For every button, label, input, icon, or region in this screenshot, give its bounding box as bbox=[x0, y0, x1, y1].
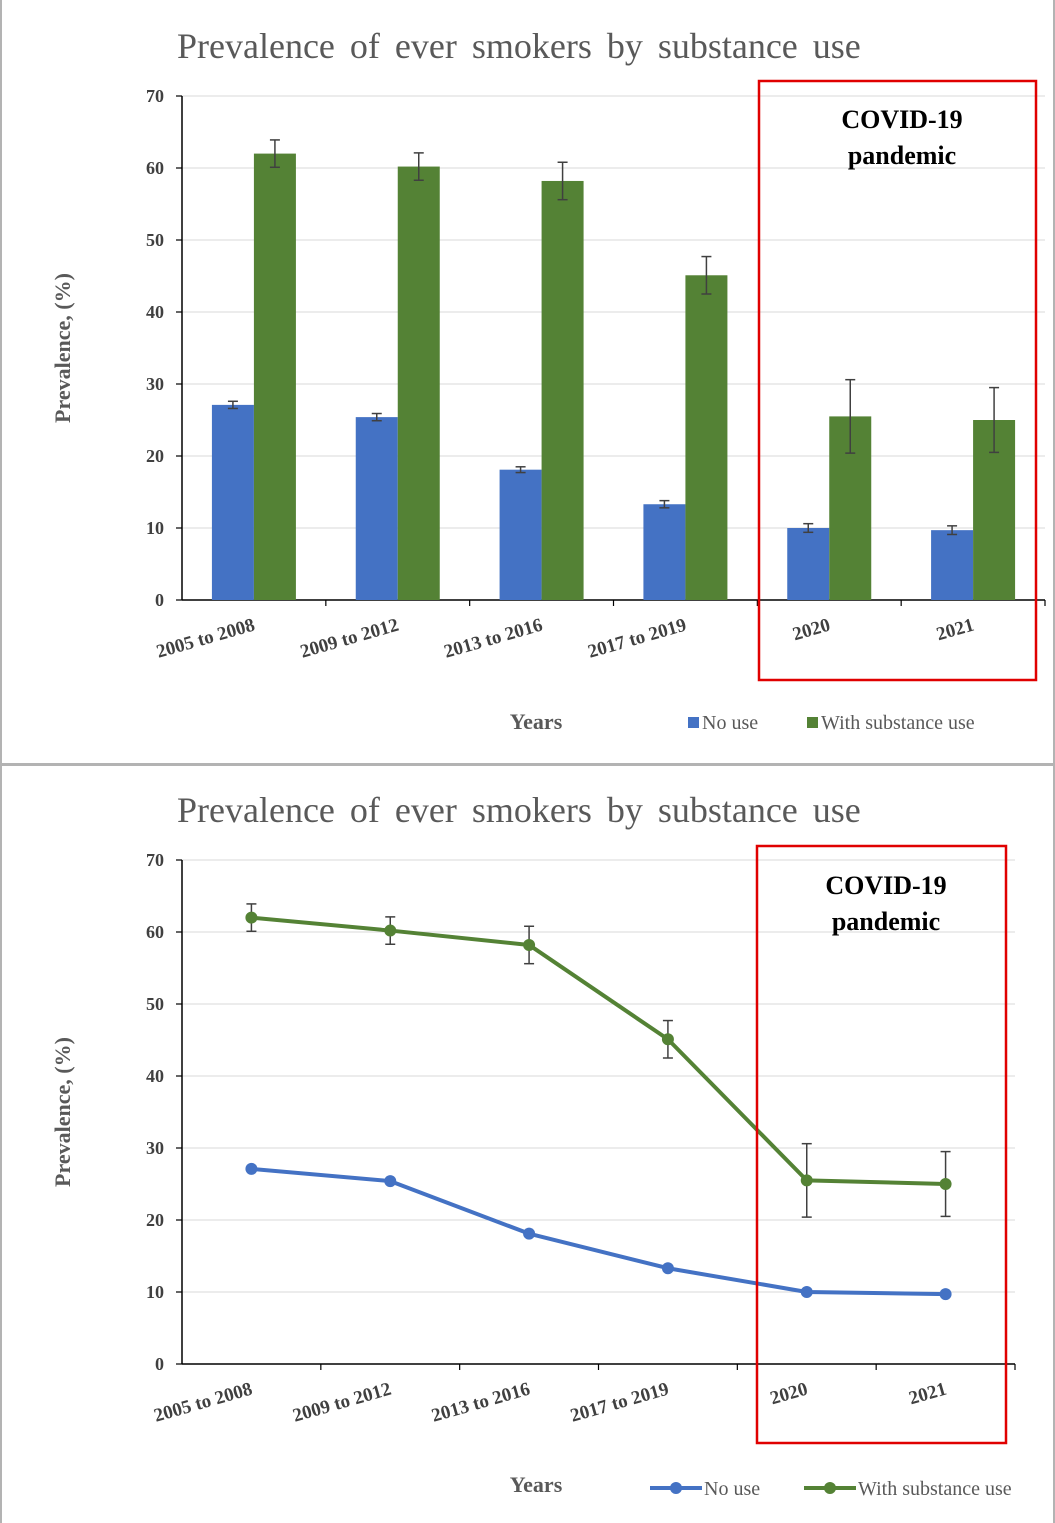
bar-no-use bbox=[643, 504, 686, 600]
y-tick-label: 40 bbox=[146, 1066, 164, 1086]
error-bar bbox=[515, 466, 526, 474]
x-tick-label: 2020 bbox=[768, 1379, 810, 1410]
legend-marker bbox=[824, 1482, 836, 1494]
covid-label-line1: COVID-19 bbox=[825, 871, 946, 900]
error-bar bbox=[845, 378, 856, 454]
legend-label: No use bbox=[702, 712, 758, 734]
y-tick-label: 50 bbox=[146, 994, 164, 1014]
y-tick-label: 0 bbox=[155, 590, 164, 610]
x-tick-label: 2017 to 2019 bbox=[586, 615, 689, 663]
bar-chart-svg: Prevalence of ever smokers by substance … bbox=[50, 26, 1046, 734]
y-tick-label: 30 bbox=[146, 1138, 164, 1158]
y-axis-title: Prevalence, (%) bbox=[50, 273, 75, 423]
y-tick-label: 20 bbox=[146, 446, 164, 466]
chart-title: Prevalence of ever smokers by substance … bbox=[177, 790, 861, 830]
covid-label-line2: pandemic bbox=[848, 141, 956, 170]
error-bar bbox=[227, 400, 238, 410]
data-point-no-use bbox=[245, 1162, 258, 1175]
y-tick-label: 40 bbox=[146, 302, 164, 322]
bar-substance-use bbox=[253, 153, 296, 600]
y-axis-title: Prevalence, (%) bbox=[50, 1037, 75, 1187]
data-point-no-use bbox=[800, 1286, 813, 1298]
covid-highlight-box bbox=[757, 79, 1038, 682]
data-point-substance-use bbox=[523, 938, 536, 951]
bar-no-use bbox=[355, 417, 398, 600]
x-tick-label: 2013 to 2016 bbox=[429, 1379, 532, 1427]
series-line-no-use bbox=[251, 1166, 946, 1297]
data-point-substance-use bbox=[939, 1178, 952, 1190]
legend-label: No use bbox=[704, 1478, 760, 1500]
covid-highlight-box bbox=[755, 844, 1008, 1445]
y-tick-label: 0 bbox=[155, 1354, 164, 1374]
x-tick-label: 2005 to 2008 bbox=[154, 615, 257, 663]
error-bar bbox=[989, 386, 1000, 454]
error-bar bbox=[659, 499, 670, 509]
y-tick-label: 70 bbox=[146, 850, 164, 870]
legend-marker bbox=[670, 1482, 682, 1494]
bar-substance-use bbox=[397, 166, 440, 600]
data-point-substance-use bbox=[384, 924, 397, 937]
line-chart-svg: Prevalence of ever smokers by substance … bbox=[50, 790, 1016, 1500]
data-point-no-use bbox=[384, 1175, 397, 1188]
y-tick-label: 70 bbox=[146, 86, 164, 106]
legend-label: With substance use bbox=[858, 1478, 1012, 1500]
legend-swatch bbox=[807, 717, 818, 728]
x-tick-label: 2009 to 2012 bbox=[290, 1379, 393, 1427]
covid-label-line2: pandemic bbox=[832, 907, 940, 936]
x-tick-label: 2013 to 2016 bbox=[442, 615, 545, 663]
bar-substance-use bbox=[541, 180, 584, 600]
x-tick-label: 2021 bbox=[934, 615, 976, 646]
y-tick-label: 60 bbox=[146, 922, 164, 942]
data-point-substance-use bbox=[800, 1174, 813, 1187]
error-bar bbox=[701, 255, 712, 295]
y-tick-label: 60 bbox=[146, 158, 164, 178]
line-chart-panel: Prevalence of ever smokers by substance … bbox=[0, 766, 1055, 1523]
error-bar bbox=[413, 152, 424, 181]
x-tick-label: 2009 to 2012 bbox=[298, 615, 401, 663]
x-tick-label: 2020 bbox=[790, 615, 832, 646]
y-tick-label: 50 bbox=[146, 230, 164, 250]
y-tick-label: 20 bbox=[146, 1210, 164, 1230]
bar-no-use bbox=[499, 469, 542, 600]
data-point-no-use bbox=[661, 1262, 674, 1275]
bar-substance-use bbox=[685, 275, 728, 600]
x-tick-label: 2021 bbox=[907, 1379, 949, 1410]
error-bar bbox=[557, 161, 568, 201]
bar-no-use bbox=[931, 530, 974, 600]
error-bar bbox=[803, 522, 814, 534]
legend-swatch bbox=[688, 717, 699, 728]
error-bar bbox=[269, 139, 280, 169]
y-tick-label: 10 bbox=[146, 1282, 164, 1302]
legend-label: With substance use bbox=[821, 712, 975, 734]
x-tick-label: 2005 to 2008 bbox=[152, 1379, 255, 1427]
x-tick-label: 2017 to 2019 bbox=[568, 1379, 671, 1427]
x-axis-title: Years bbox=[510, 1472, 563, 1497]
data-point-no-use bbox=[939, 1288, 952, 1301]
y-tick-label: 30 bbox=[146, 374, 164, 394]
series-line-substance-use bbox=[251, 915, 946, 1186]
x-axis-title: Years bbox=[510, 709, 563, 734]
data-point-substance-use bbox=[245, 911, 258, 924]
data-point-substance-use bbox=[661, 1033, 674, 1046]
bar-no-use bbox=[211, 404, 254, 600]
data-point-no-use bbox=[523, 1227, 536, 1240]
bar-chart-panel: Prevalence of ever smokers by substance … bbox=[0, 0, 1055, 766]
covid-label-line1: COVID-19 bbox=[841, 105, 962, 134]
chart-title: Prevalence of ever smokers by substance … bbox=[177, 26, 861, 66]
bar-no-use bbox=[787, 528, 830, 600]
error-bar bbox=[947, 525, 958, 536]
error-bar bbox=[371, 412, 382, 422]
y-tick-label: 10 bbox=[146, 518, 164, 538]
